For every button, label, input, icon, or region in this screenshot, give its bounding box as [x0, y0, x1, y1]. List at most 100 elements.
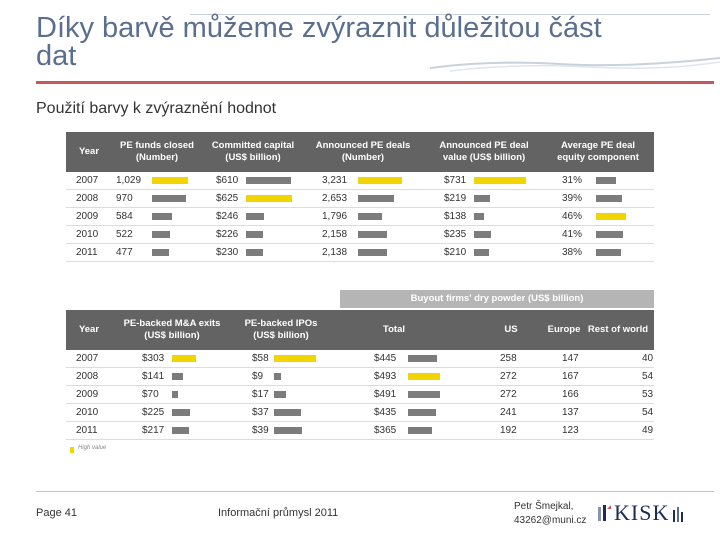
author-info: Petr Šmejkal, 43262@muni.cz — [514, 500, 586, 528]
value-bar — [408, 409, 436, 416]
table-row: 2007 $303 $58 $445 258 147 40 — [66, 350, 654, 368]
value-bar — [152, 213, 172, 220]
row-value: $435 — [374, 407, 397, 418]
row-value: $58 — [252, 353, 269, 364]
row-year: 2010 — [76, 407, 99, 418]
row-value: 49 — [642, 425, 654, 436]
header-year: Year — [78, 324, 100, 335]
row-value: $37 — [252, 407, 269, 418]
value-bar — [246, 213, 264, 220]
dry-powder-banner: Buyout firms' dry powder (US$ billion) — [340, 290, 654, 308]
row-value: $225 — [142, 407, 165, 418]
row-value: $219 — [444, 193, 467, 204]
value-bar — [172, 373, 183, 380]
row-year: 2011 — [76, 247, 98, 258]
pe-funds-table: Year PE funds closed (Number) Committed … — [66, 132, 654, 262]
value-bar — [358, 213, 382, 220]
table-row: 2010 522 $226 2,158 $235 41% — [66, 226, 654, 244]
row-value: $39 — [252, 425, 269, 436]
highlight-swatch — [70, 447, 74, 453]
row-value: $610 — [216, 175, 239, 186]
header-announced-deals: Announced PE deals (Number) — [315, 140, 411, 163]
row-value: $141 — [142, 371, 165, 382]
row-value: 46% — [562, 211, 583, 222]
value-bar — [358, 249, 387, 256]
row-value: 2,158 — [322, 229, 348, 240]
legend-note-text: High value — [78, 445, 107, 451]
row-value: 166 — [562, 389, 579, 400]
header-year: Year — [78, 146, 100, 157]
title-swoosh-decoration — [430, 57, 720, 72]
row-value: 123 — [562, 425, 579, 436]
row-value: $217 — [142, 425, 165, 436]
row-value: $70 — [142, 389, 159, 400]
value-bar — [474, 213, 484, 220]
page-number: Page 41 — [36, 507, 77, 519]
row-value: 2,138 — [322, 247, 348, 258]
row-value: 39% — [562, 193, 583, 204]
header-equity-component: Average PE deal equity component — [557, 140, 639, 163]
row-value: $226 — [216, 229, 239, 240]
highlight-bar — [172, 355, 196, 362]
value-bar — [172, 391, 178, 398]
row-value: $445 — [374, 353, 397, 364]
value-bar — [596, 195, 622, 202]
value-bar — [474, 195, 490, 202]
highlight-bar — [246, 195, 292, 202]
row-value: 38% — [562, 247, 583, 258]
table-row: 2008 $141 $9 $493 272 167 54 — [66, 368, 654, 386]
highlight-bar — [152, 177, 188, 184]
highlight-bar — [358, 177, 402, 184]
slide-subtitle: Použití barvy k zvýraznění hodnot — [36, 100, 277, 117]
logo-bars-icon — [673, 507, 683, 522]
row-value: 54 — [642, 371, 654, 382]
header-deal-value: Announced PE deal value (US$ billion) — [439, 140, 529, 163]
value-bar — [474, 231, 491, 238]
value-bar — [246, 231, 263, 238]
value-bar — [246, 249, 263, 256]
row-value: 167 — [562, 371, 579, 382]
row-year: 2009 — [76, 211, 99, 222]
row-value: 2,653 — [322, 193, 348, 204]
row-value: 584 — [116, 211, 133, 222]
value-bar — [274, 427, 302, 434]
row-value: $731 — [444, 175, 467, 186]
row-value: 41% — [562, 229, 583, 240]
value-bar — [172, 427, 189, 434]
value-bar — [358, 231, 387, 238]
row-value: 53 — [642, 389, 654, 400]
value-bar — [274, 373, 281, 380]
pe-exits-table: Buyout firms' dry powder (US$ billion) Y… — [66, 290, 654, 460]
row-value: 54 — [642, 407, 654, 418]
table-row: 2011 477 $230 2,138 $210 38% — [66, 244, 654, 262]
value-bar — [596, 177, 616, 184]
value-bar — [596, 231, 623, 238]
highlight-bar — [596, 213, 626, 220]
value-bar — [246, 177, 291, 184]
row-value: 3,231 — [322, 175, 348, 186]
highlight-bar — [274, 355, 316, 362]
value-bar — [474, 249, 489, 256]
row-year: 2007 — [76, 353, 99, 364]
row-value: 272 — [500, 389, 517, 400]
row-value: 477 — [116, 247, 133, 258]
row-value: $17 — [252, 389, 269, 400]
row-value: $138 — [444, 211, 467, 222]
row-value: $491 — [374, 389, 397, 400]
row-value: 192 — [500, 425, 517, 436]
row-value: 147 — [562, 353, 579, 364]
author-name: Petr Šmejkal, — [514, 501, 574, 512]
footer-divider — [36, 491, 714, 492]
row-value: 258 — [500, 353, 517, 364]
header-ma-exits: PE-backed M&A exits (US$ billion) — [123, 318, 221, 341]
value-bar — [596, 249, 621, 256]
table-row: 2007 1,029 $610 3,231 $731 31% — [66, 172, 654, 190]
footer-title: Informační průmysl 2011 — [218, 507, 339, 519]
row-value: $9 — [252, 371, 264, 382]
row-year: 2011 — [76, 425, 98, 436]
row-value: 1,029 — [116, 175, 142, 186]
table-header: Year PE-backed M&A exits (US$ billion) P… — [66, 310, 654, 350]
row-value: $230 — [216, 247, 239, 258]
value-bar — [152, 231, 170, 238]
row-value: $235 — [444, 229, 467, 240]
